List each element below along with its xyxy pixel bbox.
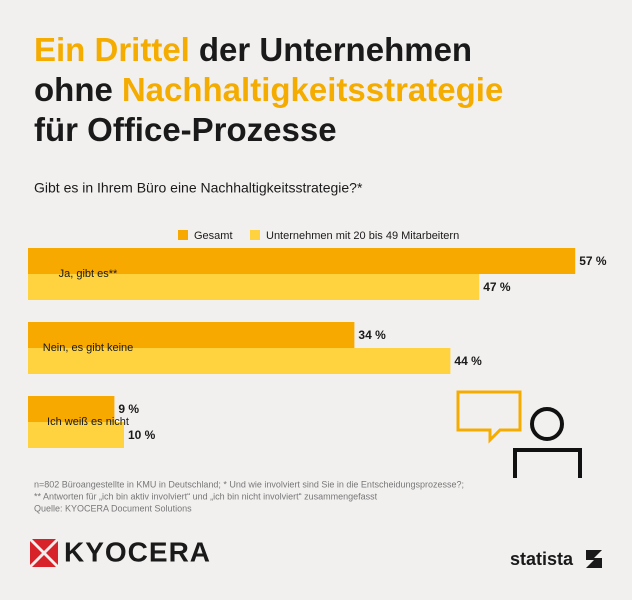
footnote: Quelle: KYOCERA Document Solutions [34,503,192,513]
value-label: 9 % [118,402,139,416]
footnote: ** Antworten für „ich bin aktiv involvie… [34,491,378,501]
category-label: Ja, gibt es** [59,268,118,280]
legend-label: Unternehmen mit 20 bis 49 Mitarbeitern [266,230,459,242]
footnote: n=802 Büroangestellte in KMU in Deutschl… [34,479,464,489]
bar [28,274,480,300]
bar [28,248,576,274]
value-label: 34 % [358,328,386,342]
value-label: 44 % [454,354,482,368]
chart-title: ohne Nachhaltigkeitsstrategie [34,71,503,108]
chart-title: für Office-Prozesse [34,111,337,148]
legend-label: Gesamt [194,230,233,242]
value-label: 10 % [128,428,156,442]
person-icon [456,390,582,478]
bar [28,422,124,448]
bar [28,348,451,374]
publisher: statista [510,549,574,569]
category-label: Nein, es gibt keine [43,342,134,354]
title-segment: Nachhaltigkeitsstrategie [122,71,503,108]
title-segment: der Unternehmen [199,31,472,68]
publisher-logo [586,550,602,568]
brand-name: KYOCERA [64,536,211,567]
category-label: Ich weiß es nicht [47,416,129,428]
brand-logo [30,539,58,567]
legend-swatch [250,230,260,240]
chart-title: Ein Drittel der Unternehmen [34,31,472,68]
value-label: 57 % [579,254,607,268]
legend-swatch [178,230,188,240]
title-segment: Ein Drittel [34,31,190,68]
bar [28,322,355,348]
bar [28,396,115,422]
subtitle: Gibt es in Ihrem Büro eine Nachhaltigkei… [34,180,363,196]
title-segment: ohne [34,71,113,108]
title-segment: für Office-Prozesse [34,111,337,148]
value-label: 47 % [483,280,511,294]
